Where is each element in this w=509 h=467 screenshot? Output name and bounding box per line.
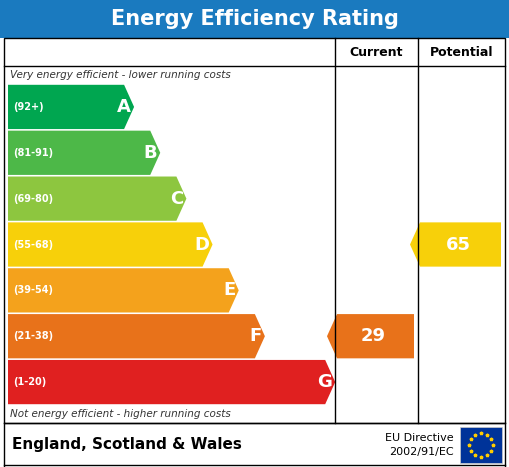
Text: (1-20): (1-20) — [13, 377, 46, 387]
Polygon shape — [8, 268, 239, 312]
Bar — [4, 38, 505, 423]
Text: Energy Efficiency Rating: Energy Efficiency Rating — [110, 9, 399, 29]
Text: G: G — [317, 373, 332, 391]
Polygon shape — [8, 222, 213, 267]
Text: England, Scotland & Wales: England, Scotland & Wales — [12, 438, 242, 453]
Text: EU Directive: EU Directive — [385, 433, 454, 443]
Bar — [0, 423, 509, 467]
Text: A: A — [117, 98, 131, 116]
Text: (69-80): (69-80) — [13, 194, 53, 204]
Text: (39-54): (39-54) — [13, 285, 53, 295]
Text: Current: Current — [350, 45, 403, 58]
Text: D: D — [194, 235, 210, 254]
Text: (21-38): (21-38) — [13, 331, 53, 341]
Text: Potential: Potential — [430, 45, 493, 58]
Polygon shape — [8, 360, 335, 404]
Text: Very energy efficient - lower running costs: Very energy efficient - lower running co… — [10, 70, 231, 80]
Bar — [460, 427, 502, 463]
Polygon shape — [8, 85, 134, 129]
Bar — [0, 0, 509, 38]
Polygon shape — [8, 131, 160, 175]
Text: (55-68): (55-68) — [13, 240, 53, 249]
Text: F: F — [249, 327, 262, 345]
Text: B: B — [144, 144, 157, 162]
Text: 29: 29 — [361, 327, 386, 345]
Polygon shape — [8, 177, 186, 221]
Text: (92+): (92+) — [13, 102, 44, 112]
Polygon shape — [410, 222, 501, 267]
Polygon shape — [327, 314, 414, 358]
Text: (81-91): (81-91) — [13, 148, 53, 158]
Text: E: E — [223, 281, 236, 299]
Polygon shape — [8, 314, 265, 358]
Text: C: C — [170, 190, 183, 208]
Text: Not energy efficient - higher running costs: Not energy efficient - higher running co… — [10, 409, 231, 419]
Text: 2002/91/EC: 2002/91/EC — [389, 447, 454, 457]
Text: 65: 65 — [446, 235, 471, 254]
